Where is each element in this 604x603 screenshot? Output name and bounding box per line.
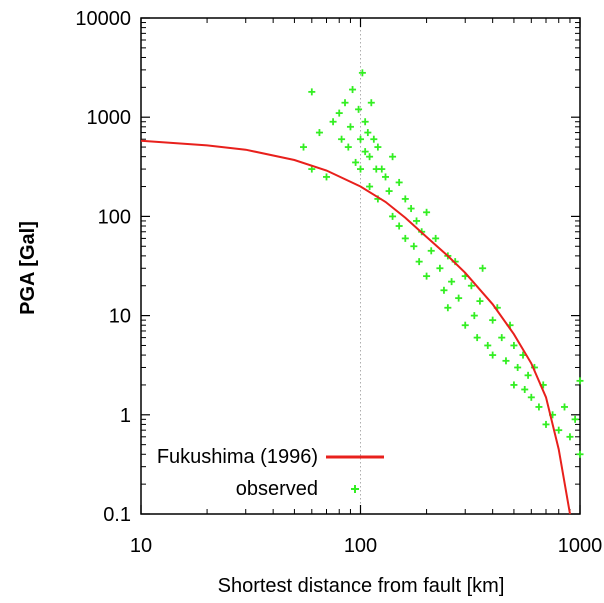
observed-point <box>470 312 478 320</box>
observed-point <box>535 403 543 411</box>
observed-point <box>576 377 584 385</box>
observed-point <box>566 433 574 441</box>
observed-point <box>514 363 522 371</box>
x-tick-label: 100 <box>344 535 377 557</box>
observed-point <box>401 195 409 203</box>
observed-point <box>461 321 469 329</box>
legend-label-observed: observed <box>236 478 318 500</box>
observed-point <box>352 158 360 166</box>
observed-point <box>382 173 390 181</box>
observed-point <box>524 371 532 379</box>
legend-label-fukushima: Fukushima (1996) <box>157 446 318 468</box>
observed-point <box>467 282 475 290</box>
observed-point <box>423 208 431 216</box>
observed-point <box>407 205 415 213</box>
observed-point <box>561 403 569 411</box>
observed-point <box>395 178 403 186</box>
observed-point <box>357 165 364 173</box>
y-tick-label: 10 <box>109 306 131 328</box>
observed-point <box>401 234 409 242</box>
observed-point <box>473 334 481 342</box>
observed-point <box>502 357 510 365</box>
observed-point <box>555 426 563 434</box>
observed-point <box>370 135 378 143</box>
observed-point <box>355 105 363 113</box>
observed-point <box>440 286 448 294</box>
legend-swatch-observed <box>351 485 359 493</box>
observed-point <box>385 187 393 195</box>
observed-point <box>510 341 518 349</box>
observed-point <box>378 165 386 173</box>
observed-point <box>358 69 366 77</box>
fukushima-1996-curve <box>140 139 571 515</box>
observed-point <box>366 153 374 161</box>
observed-point <box>410 242 418 250</box>
observed-point <box>346 123 354 131</box>
observed-point <box>432 234 440 242</box>
observed-point <box>367 99 375 107</box>
observed-point <box>395 222 403 230</box>
observed-point <box>444 304 452 312</box>
observed-point <box>576 450 584 458</box>
observed-point <box>364 129 372 137</box>
observed-point <box>308 88 316 96</box>
observed-point <box>366 183 374 191</box>
observed-point <box>361 148 369 156</box>
observed-point <box>315 129 323 137</box>
observed-point <box>510 381 518 389</box>
observed-series <box>300 69 584 458</box>
y-tick-label: 0.1 <box>103 504 131 526</box>
observed-point <box>344 143 352 151</box>
x-axis-title: Shortest distance from fault [km] <box>218 575 505 597</box>
observed-point <box>349 86 357 94</box>
observed-point <box>436 264 444 272</box>
observed-point <box>322 173 330 181</box>
x-tick-label: 10 <box>130 535 152 557</box>
observed-point <box>489 316 497 324</box>
y-axis-title: PGA [Gal] <box>17 221 39 315</box>
observed-point <box>484 341 492 349</box>
x-tick-labels: 10 100 1000 <box>130 535 602 557</box>
observed-point <box>341 99 349 107</box>
observed-point <box>489 351 497 359</box>
y-tick-label: 1 <box>120 405 131 427</box>
observed-point <box>521 385 529 393</box>
observed-point <box>527 393 535 401</box>
observed-point <box>389 153 397 161</box>
observed-point <box>427 247 435 255</box>
observed-point <box>338 135 346 143</box>
legend: Fukushima (1996) observed <box>157 446 384 500</box>
observed-point <box>329 118 337 126</box>
observed-point <box>498 334 506 342</box>
observed-point <box>423 272 431 280</box>
y-tick-label: 100 <box>98 206 131 228</box>
observed-point <box>374 143 382 151</box>
observed-point <box>571 415 579 423</box>
observed-point <box>361 118 369 126</box>
y-tick-labels: 10000 1000 100 10 1 0.1 <box>75 8 131 526</box>
observed-point <box>335 109 343 117</box>
x-tick-label: 1000 <box>558 535 603 557</box>
observed-point <box>479 264 487 272</box>
observed-point <box>300 143 308 151</box>
observed-point <box>542 420 550 428</box>
observed-point <box>415 258 423 266</box>
observed-point <box>476 297 484 305</box>
y-tick-label: 1000 <box>87 107 132 129</box>
observed-point <box>448 278 456 286</box>
observed-point <box>357 135 364 143</box>
observed-point <box>455 294 463 302</box>
y-tick-label: 10000 <box>75 8 131 30</box>
observed-point <box>413 217 421 225</box>
observed-point <box>389 212 397 220</box>
